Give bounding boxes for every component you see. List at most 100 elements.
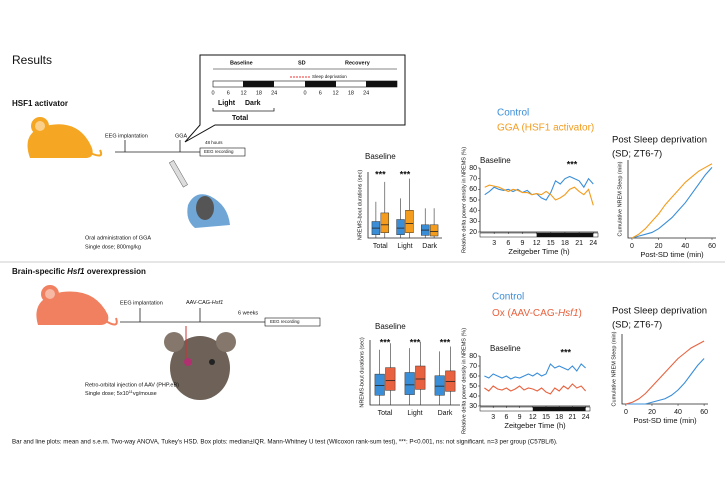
schedule-tick: 18 xyxy=(348,90,354,96)
x-tick-label: 15 xyxy=(547,240,555,247)
text: overexpression xyxy=(84,267,145,276)
x-tick-label: 12 xyxy=(533,240,541,247)
callout-box xyxy=(184,54,406,143)
text: vg/mouse xyxy=(133,391,157,397)
mouse-ear-inner xyxy=(35,121,45,131)
heading: Results xyxy=(12,53,52,67)
x-tick-label: 60 xyxy=(708,243,716,250)
mouse-ear-inner xyxy=(45,289,55,299)
x-tick-label: 3 xyxy=(492,240,496,247)
y-axis-label: Relative delta power density in NREMS (%… xyxy=(461,147,467,253)
box xyxy=(405,210,414,233)
series-line xyxy=(484,383,587,395)
box xyxy=(380,212,389,233)
x-tick-label: 21 xyxy=(575,240,583,247)
eye xyxy=(209,359,215,365)
text: Ox (AAV-CAG- xyxy=(492,308,558,319)
dark-block xyxy=(305,81,336,87)
chart-title: Baseline xyxy=(365,152,396,161)
significance: *** xyxy=(375,169,386,179)
charts: Baseline NREMS-bout durations (sec) Total *… xyxy=(357,135,716,434)
phase: SD xyxy=(298,60,306,66)
legend-entry: GGA (HSF1 activator) xyxy=(497,123,594,134)
text: Hsf1 xyxy=(212,300,223,306)
box xyxy=(429,224,439,237)
x-tick-label: Dark xyxy=(438,410,453,417)
phase: Recovery xyxy=(345,60,371,66)
section-title: HSF1 activator xyxy=(12,99,68,108)
y-tick-label: 30 xyxy=(469,218,477,225)
section-title: Brain-specific Hsf1 overexpression xyxy=(12,267,146,276)
schedule-tick: 6 xyxy=(319,90,322,96)
x-tick-label: 15 xyxy=(542,414,550,421)
series-line xyxy=(625,340,705,405)
chart-title: (SD; ZT6-7) xyxy=(612,320,662,331)
note: Retro-orbital injection of AAV (PHP.eB) xyxy=(85,382,179,388)
series-line xyxy=(484,175,594,201)
series-line xyxy=(631,167,713,239)
y-tick-label: 50 xyxy=(469,383,477,390)
schedule-tick: 24 xyxy=(271,90,277,96)
x-tick-label: 6 xyxy=(504,414,508,421)
y-tick-label: 70 xyxy=(469,363,477,370)
text: Hsf1 xyxy=(558,308,579,319)
head xyxy=(170,336,230,400)
annotation: *** xyxy=(561,347,572,357)
significance: *** xyxy=(410,337,421,347)
dark-block xyxy=(366,81,397,87)
chart-title: Baseline xyxy=(480,156,511,165)
annotation: *** xyxy=(567,159,578,169)
x-tick-label: 18 xyxy=(555,414,563,421)
recording-box xyxy=(264,317,321,327)
x-tick-label: 0 xyxy=(624,409,628,416)
x-tick-label: 3 xyxy=(491,414,495,421)
significance: *** xyxy=(400,169,411,179)
box xyxy=(385,367,396,391)
x-axis-label: Post-SD time (min) xyxy=(633,416,697,425)
series-line xyxy=(484,184,594,206)
box xyxy=(374,373,385,396)
mouse-head xyxy=(164,326,236,400)
x-tick-label: 20 xyxy=(655,243,663,250)
y-axis-label: Relative delta power density in NREMS (%… xyxy=(461,328,467,434)
axes xyxy=(621,334,708,405)
light-label: Light xyxy=(218,100,236,107)
y-tick-label: 40 xyxy=(469,393,477,400)
recording-box xyxy=(199,147,246,157)
y-tick-label: 60 xyxy=(469,373,477,380)
legend-entry: Ox (AAV-CAG-Hsf1) xyxy=(492,308,582,319)
sd-label: Sleep deprivation xyxy=(312,74,347,79)
text: Hsf1 xyxy=(67,267,85,276)
series-line xyxy=(625,358,705,405)
syringe-hand xyxy=(168,160,230,228)
x-tick-label: Total xyxy=(378,410,393,417)
ear xyxy=(216,332,236,352)
x-tick-label: 20 xyxy=(648,409,656,416)
y-axis-label: NREMS-bout durations (sec) xyxy=(359,337,365,407)
x-tick-label: Dark xyxy=(422,243,437,250)
schedule-tick: 0 xyxy=(303,90,306,96)
axes xyxy=(369,340,460,406)
ear xyxy=(164,332,184,352)
note: Oral administration of GGA xyxy=(85,235,151,241)
schedule-tick: 0 xyxy=(211,90,214,96)
box xyxy=(396,219,405,235)
note: Single dose; 5x1011vg/mouse xyxy=(85,389,157,397)
schedule-tick: 24 xyxy=(363,90,369,96)
mouse-tail xyxy=(103,317,118,326)
box xyxy=(404,372,415,395)
chart-title: Baseline xyxy=(375,322,406,331)
text: 11 xyxy=(129,389,134,394)
x-axis-label: Zeitgeber Time (h) xyxy=(508,247,570,256)
y-axis-label: NREMS-bout durations (sec) xyxy=(357,170,363,240)
eye xyxy=(184,358,192,366)
box xyxy=(434,375,445,396)
y-tick-label: 30 xyxy=(469,403,477,410)
y-axis-label: Cumulative NREM Sleep (min) xyxy=(611,331,617,406)
series-line xyxy=(484,363,586,380)
dark-label: Dark xyxy=(245,100,261,107)
total-label: Total xyxy=(232,115,248,122)
box xyxy=(415,365,426,390)
x-tick-label: 40 xyxy=(674,409,682,416)
text: Single dose; 5x10 xyxy=(85,391,129,397)
